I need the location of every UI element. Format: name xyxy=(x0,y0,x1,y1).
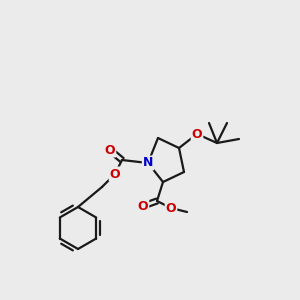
Text: N: N xyxy=(143,157,153,169)
Text: O: O xyxy=(192,128,202,140)
Text: O: O xyxy=(138,200,148,212)
Text: O: O xyxy=(166,202,176,214)
Text: O: O xyxy=(105,143,115,157)
Text: O: O xyxy=(110,167,120,181)
